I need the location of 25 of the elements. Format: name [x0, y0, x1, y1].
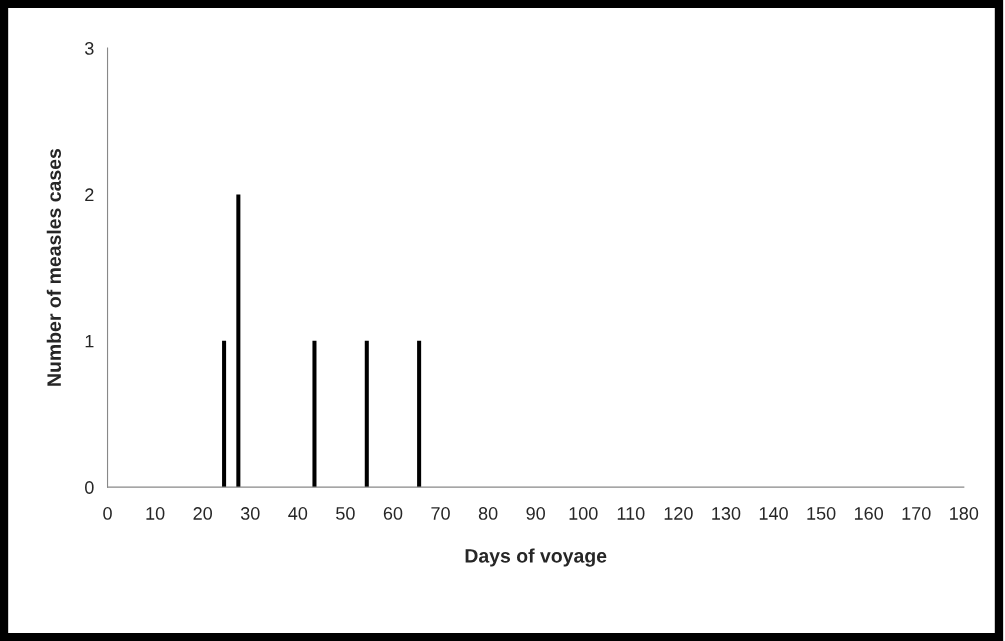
x-tick-label: 100 — [569, 507, 598, 520]
x-tick-label: 130 — [712, 507, 741, 520]
x-tick-label: 150 — [807, 507, 836, 520]
x-tick-label: 110 — [617, 507, 645, 520]
x-tick-label: 70 — [431, 507, 450, 520]
x-tick-label: 50 — [336, 507, 355, 520]
x-tick-label: 10 — [146, 507, 165, 520]
x-tick-label: 80 — [478, 507, 498, 520]
x-tick-label: 180 — [950, 507, 979, 520]
y-tick-label: 0 — [85, 481, 94, 494]
x-tick-label: 30 — [240, 507, 260, 520]
x-tick-label: 120 — [664, 507, 693, 520]
x-tick-label: 90 — [526, 507, 545, 520]
x-axis-title: Days of voyage — [465, 548, 607, 567]
y-tick-label: 2 — [85, 188, 94, 201]
x-tick-label: 40 — [288, 507, 308, 520]
x-tick-label: 140 — [759, 507, 788, 520]
x-tick-label: 60 — [383, 507, 403, 520]
x-tick-label: 20 — [193, 507, 213, 520]
y-axis-title: Number of measles cases — [46, 148, 62, 386]
y-tick-label: 3 — [84, 42, 94, 55]
x-tick-label: 170 — [902, 507, 931, 520]
y-tick-label: 1 — [85, 334, 94, 348]
x-tick-label: 0 — [103, 507, 112, 520]
x-tick-label: 160 — [854, 507, 884, 520]
